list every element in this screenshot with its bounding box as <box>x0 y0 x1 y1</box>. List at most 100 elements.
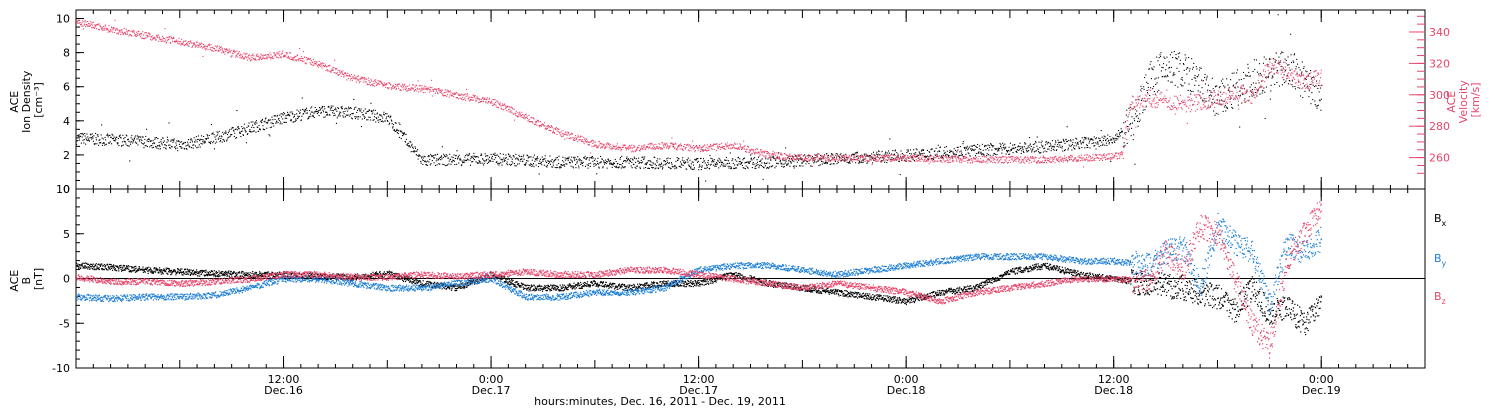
data-point <box>863 153 865 155</box>
data-point <box>254 57 256 59</box>
data-point <box>1090 138 1092 140</box>
data-point <box>603 161 605 163</box>
data-point <box>646 147 648 149</box>
data-point <box>702 145 704 147</box>
data-point <box>648 167 650 169</box>
data-point <box>204 48 206 50</box>
data-point <box>1084 138 1086 140</box>
data-point <box>580 139 582 141</box>
data-point <box>677 146 679 148</box>
data-point <box>347 114 349 116</box>
data-point <box>902 154 904 156</box>
data-point <box>319 107 321 109</box>
data-point <box>770 157 772 159</box>
data-point <box>176 140 178 142</box>
data-point <box>420 162 422 164</box>
data-point <box>635 149 637 151</box>
data-point <box>97 134 99 136</box>
data-point <box>340 106 342 108</box>
data-point <box>347 72 349 74</box>
data-point <box>608 143 610 145</box>
data-point <box>734 147 736 149</box>
data-point <box>674 147 676 149</box>
data-point <box>399 130 401 132</box>
data-point <box>1178 70 1180 72</box>
data-point <box>798 155 800 157</box>
data-point <box>877 153 879 155</box>
data-point <box>224 48 226 50</box>
data-point <box>116 33 118 35</box>
data-point <box>523 116 525 118</box>
data-point <box>178 40 180 42</box>
data-point <box>275 121 277 123</box>
data-point <box>120 33 122 35</box>
data-point <box>276 115 278 117</box>
data-point <box>144 32 146 34</box>
data-point <box>754 157 756 159</box>
data-point <box>151 147 153 149</box>
data-point <box>513 108 515 110</box>
data-point <box>335 109 337 111</box>
data-point <box>818 159 820 161</box>
data-point <box>954 155 956 157</box>
data-point <box>589 142 591 144</box>
data-point <box>703 160 705 162</box>
data-point <box>258 124 260 126</box>
data-point <box>187 42 189 44</box>
data-point <box>1143 86 1145 88</box>
data-point <box>281 113 283 115</box>
data-point <box>453 154 455 156</box>
data-point <box>1016 150 1018 152</box>
data-point <box>889 154 891 156</box>
data-point <box>1243 88 1245 90</box>
data-point <box>204 141 206 143</box>
data-point <box>1286 75 1288 77</box>
data-point <box>76 140 78 142</box>
data-point <box>510 157 512 159</box>
data-point <box>1085 136 1087 138</box>
data-point <box>1223 85 1225 87</box>
data-point <box>312 65 314 67</box>
data-point <box>266 122 268 124</box>
data-point <box>395 122 397 124</box>
data-point <box>364 76 366 78</box>
data-point <box>403 133 405 135</box>
data-point <box>798 154 800 156</box>
data-point <box>121 141 123 143</box>
data-point <box>447 93 449 95</box>
data-point <box>494 152 496 154</box>
data-point <box>76 22 78 24</box>
data-point <box>222 131 224 133</box>
data-point <box>475 100 477 102</box>
data-point <box>338 74 340 76</box>
data-point <box>178 140 180 142</box>
data-point <box>909 153 911 155</box>
data-point <box>213 148 215 150</box>
data-point <box>947 154 949 156</box>
data-point <box>661 142 663 144</box>
data-point <box>219 135 221 137</box>
data-point <box>956 160 958 162</box>
data-point <box>787 164 789 166</box>
data-point <box>112 27 114 29</box>
data-point <box>586 164 588 166</box>
data-point <box>557 159 559 161</box>
data-point <box>454 157 456 159</box>
data-point <box>226 49 228 51</box>
data-point <box>92 140 94 142</box>
density-tick-label: 4 <box>63 115 70 128</box>
data-point <box>625 160 627 162</box>
data-point <box>167 38 169 40</box>
data-point <box>756 152 758 154</box>
data-point <box>416 155 418 157</box>
data-point <box>388 82 390 84</box>
data-point <box>124 141 126 143</box>
data-point <box>340 112 342 114</box>
data-point <box>592 142 594 144</box>
data-point <box>437 88 439 90</box>
data-point <box>335 72 337 74</box>
data-point <box>308 57 310 59</box>
data-point <box>285 115 287 117</box>
data-point <box>752 163 754 165</box>
data-point <box>719 159 721 161</box>
